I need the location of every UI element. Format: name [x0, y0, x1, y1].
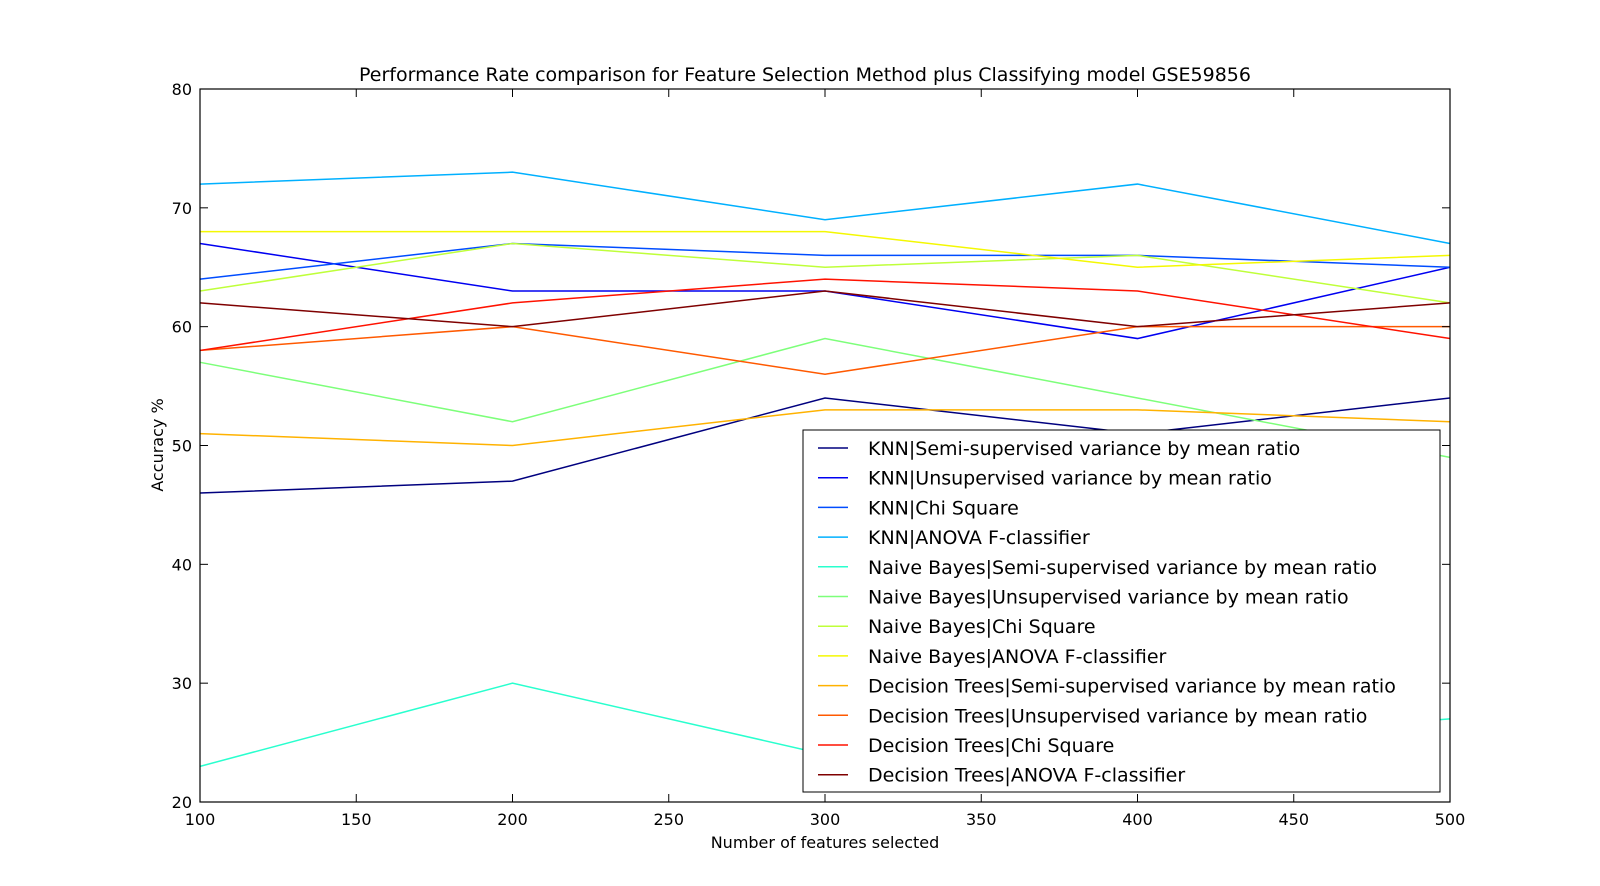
x-tick-label: 500	[1435, 810, 1466, 829]
x-tick-label: 200	[497, 810, 528, 829]
legend-label-9: Decision Trees|Semi-supervised variance …	[868, 676, 1396, 698]
x-axis-label: Number of features selected	[711, 833, 940, 852]
legend-label-4: KNN|ANOVA F-classifier	[868, 527, 1090, 549]
series-line-4	[199, 171, 1451, 245]
legend-label-10: Decision Trees|Unsupervised variance by …	[868, 705, 1367, 727]
series-line-9	[199, 409, 1451, 447]
series-line-1	[199, 397, 1451, 494]
x-tick-label: 400	[1122, 810, 1153, 829]
legend-label-8: Naive Bayes|ANOVA F-classifier	[868, 646, 1167, 668]
x-tick-label: 450	[1278, 810, 1309, 829]
legend-label-1: KNN|Semi-supervised variance by mean rat…	[868, 438, 1300, 460]
y-tick-label: 70	[172, 199, 192, 218]
x-axis: 100 150 200 250 300 350 400 450 500	[185, 89, 1466, 829]
legend-label-7: Naive Bayes|Chi Square	[868, 616, 1096, 638]
x-tick-label: 250	[653, 810, 684, 829]
y-tick-label: 20	[172, 793, 192, 812]
series-line-7	[199, 242, 1451, 304]
series-line-12	[199, 290, 1451, 328]
legend-label-11: Decision Trees|Chi Square	[868, 735, 1114, 757]
series-line-3	[199, 242, 1451, 280]
legend-label-5: Naive Bayes|Semi-supervised variance by …	[868, 557, 1377, 579]
legend-label-3: KNN|Chi Square	[868, 497, 1019, 519]
legend: KNN|Semi-supervised variance by mean rat…	[802, 429, 1441, 793]
x-tick-label: 100	[185, 810, 216, 829]
y-tick-label: 30	[172, 674, 192, 693]
x-tick-label: 150	[341, 810, 372, 829]
series-line-10	[199, 325, 1450, 375]
legend-label-6: Naive Bayes|Unsupervised variance by mea…	[868, 587, 1349, 609]
x-tick-label: 350	[966, 810, 997, 829]
series-line-6	[199, 337, 1451, 459]
y-tick-label: 60	[172, 318, 192, 337]
y-tick-label: 50	[172, 437, 192, 456]
y-tick-label: 40	[172, 555, 192, 574]
plot-lines	[199, 171, 1451, 768]
legend-label-2: KNN|Unsupervised variance by mean ratio	[868, 468, 1272, 490]
x-tick-label: 300	[810, 810, 841, 829]
legend-items: KNN|Semi-supervised variance by mean rat…	[818, 438, 1396, 787]
chart-title: Performance Rate comparison for Feature …	[359, 64, 1251, 86]
legend-box	[802, 429, 1441, 793]
legend-label-12: Decision Trees|ANOVA F-classifier	[868, 765, 1185, 787]
y-tick-label: 80	[172, 80, 192, 99]
y-axis: 20 30 40 50 60 70 80	[172, 80, 1450, 812]
y-axis-label: Accuracy %	[148, 398, 167, 491]
series-line-8	[200, 230, 1451, 269]
